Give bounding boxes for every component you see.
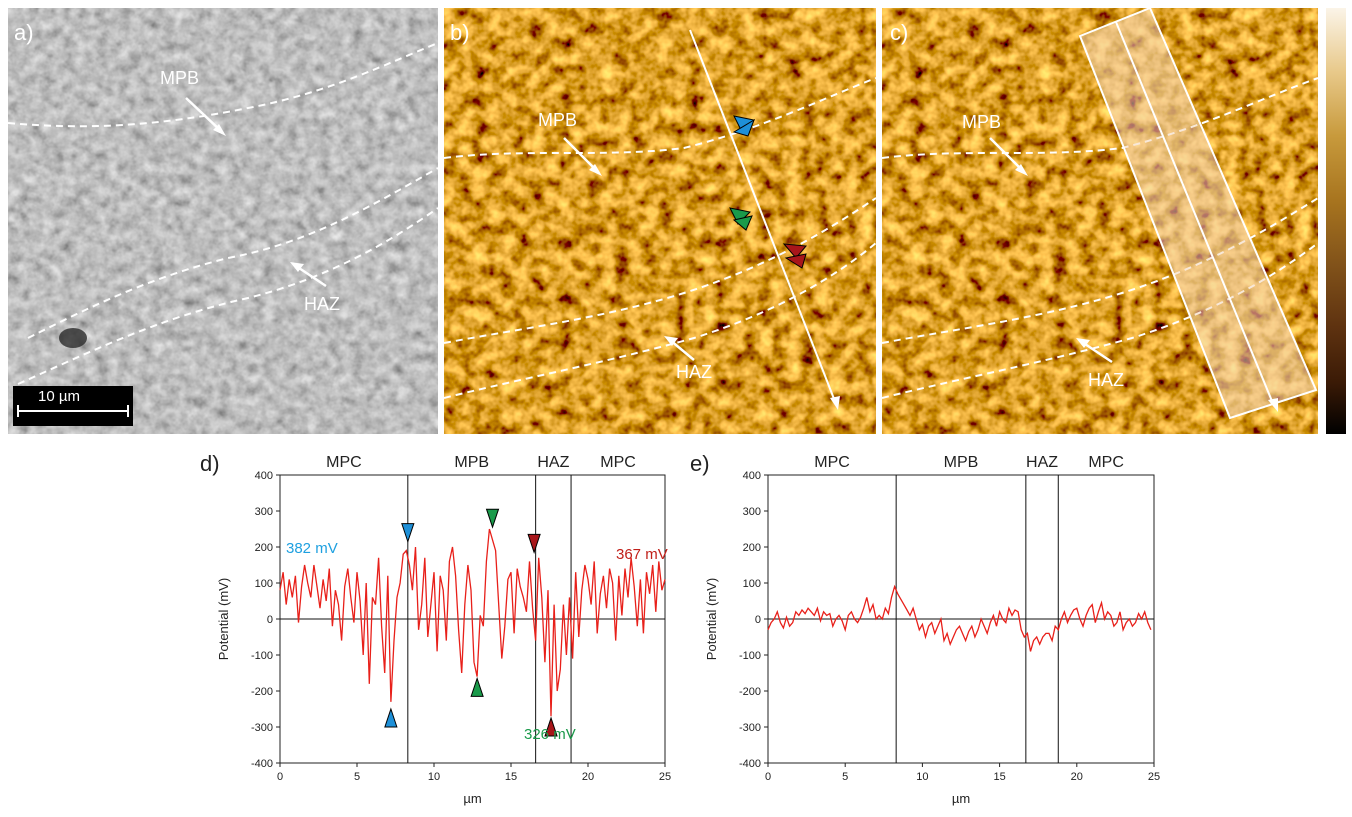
region-label: MPC — [600, 454, 636, 471]
y-tick-label: -100 — [739, 650, 761, 662]
y-tick-label: 200 — [255, 542, 273, 554]
region-label: MPB — [944, 454, 979, 471]
x-tick-label: 25 — [659, 771, 671, 783]
potential-series-line — [767, 584, 1152, 652]
panel-a-mpb-label: MPB — [160, 68, 200, 88]
averaging-box — [1078, 8, 1318, 420]
marker-triangle — [527, 533, 541, 554]
x-tick-label: 20 — [1071, 771, 1083, 783]
haz-lower-boundary-line — [882, 242, 1318, 399]
haz-upper-boundary-line — [882, 197, 1318, 344]
mpb-boundary-line — [444, 77, 876, 159]
kpfm-map-c-svg — [882, 8, 1318, 434]
chart-panel-label: e) — [690, 451, 710, 476]
scalebar-background — [13, 386, 133, 426]
panel-a-haz-label: HAZ — [304, 294, 340, 314]
y-axis-label: Potential (mV) — [704, 578, 719, 660]
haz-upper-boundary-line — [27, 167, 438, 339]
y-tick-label: -100 — [251, 650, 273, 662]
chart-panel-label: d) — [200, 451, 220, 476]
marker-triangle — [384, 707, 398, 728]
chart-e: -400 -300 -200 -100 0 100 200 300 400 0 5 10 15 20 25 M… — [690, 446, 1170, 812]
potential-annotation: 326 mV — [524, 726, 576, 743]
x-tick-label: 10 — [428, 771, 440, 783]
haz-arrow — [295, 264, 327, 288]
x-tick-label: 0 — [277, 771, 283, 783]
y-tick-label: 100 — [743, 578, 761, 590]
panel-c-kpfm-map: c) MPB HAZ — [882, 8, 1318, 434]
panel-c-label: c) — [890, 20, 909, 45]
x-tick-label: 15 — [505, 771, 517, 783]
kpfm-map-b-svg — [444, 8, 876, 434]
panel-a-sem-image: a) MPB HAZ 10 µm — [8, 8, 438, 434]
x-tick-label: 5 — [842, 771, 848, 783]
y-tick-label: -300 — [251, 722, 273, 734]
panel-b-label: b) — [450, 20, 470, 45]
y-tick-label: 300 — [743, 506, 761, 518]
marker-triangle — [544, 716, 558, 737]
y-tick-label: 300 — [255, 506, 273, 518]
panel-b-kpfm-map: b) MPB HAZ — [444, 8, 876, 434]
region-label: MPC — [814, 454, 850, 471]
y-axis-label: Potential (mV) — [216, 578, 231, 660]
scalebar-label: 10 µm — [38, 388, 80, 405]
y-tick-label: -400 — [251, 758, 273, 770]
chart-e-svg: -400 -300 -200 -100 0 100 200 300 400 0 5 10 15 20 25 M… — [690, 451, 1160, 806]
x-tick-label: 15 — [993, 771, 1005, 783]
x-tick-label: 25 — [1148, 771, 1160, 783]
marker-triangle — [485, 508, 500, 529]
region-label: MPB — [454, 454, 489, 471]
y-tick-label: -200 — [251, 686, 273, 698]
potential-colorbar — [1326, 8, 1346, 434]
y-tick-label: 400 — [255, 470, 273, 482]
potential-annotation: 367 mV — [616, 546, 668, 563]
y-tick-label: -400 — [739, 758, 761, 770]
potential-series-line — [279, 528, 666, 717]
y-tick-label: 0 — [755, 614, 761, 626]
panel-c-mpb-label: MPB — [962, 112, 1002, 132]
potential-annotation: 382 mV — [286, 540, 338, 557]
x-tick-label: 10 — [916, 771, 928, 783]
marker-triangle — [470, 676, 484, 697]
mpb-boundary-line — [8, 42, 438, 128]
region-label: HAZ — [537, 454, 569, 471]
x-axis-label: µm — [952, 791, 970, 806]
panel-b-mpb-label: MPB — [538, 110, 578, 130]
profile-line — [689, 29, 837, 405]
y-tick-label: 0 — [267, 614, 273, 626]
haz-upper-boundary-line — [444, 197, 876, 344]
panel-a-label: a) — [14, 20, 34, 45]
marker-triangle — [401, 523, 415, 544]
chart-d: -400 -300 -200 -100 0 100 200 300 400 0 5 10 15 20 25 M… — [200, 446, 680, 812]
x-tick-label: 20 — [582, 771, 594, 783]
y-tick-label: -300 — [739, 722, 761, 734]
haz-lower-boundary-line — [444, 242, 876, 399]
region-label: HAZ — [1026, 454, 1058, 471]
mpb-arrow — [185, 97, 221, 131]
haz-arrowhead — [290, 262, 304, 272]
y-tick-label: 100 — [255, 578, 273, 590]
defect-spot — [59, 328, 87, 348]
sem-image-svg — [8, 8, 438, 434]
x-tick-label: 5 — [354, 771, 360, 783]
x-tick-label: 0 — [765, 771, 771, 783]
mpb-arrowhead — [213, 124, 226, 136]
haz-lower-boundary-line — [17, 207, 438, 385]
profile-arrowhead — [830, 396, 840, 410]
region-label: MPC — [1088, 454, 1124, 471]
region-label: MPC — [326, 454, 362, 471]
y-tick-label: -200 — [739, 686, 761, 698]
mpb-boundary-line — [882, 77, 1318, 159]
panel-b-haz-label: HAZ — [676, 362, 712, 382]
chart-d-svg: -400 -300 -200 -100 0 100 200 300 400 0 5 10 15 20 25 M… — [200, 451, 671, 806]
panel-c-haz-label: HAZ — [1088, 370, 1124, 390]
averaging-centerline — [1115, 21, 1275, 407]
x-axis-label: µm — [463, 791, 481, 806]
y-tick-label: 200 — [743, 542, 761, 554]
y-tick-label: 400 — [743, 470, 761, 482]
